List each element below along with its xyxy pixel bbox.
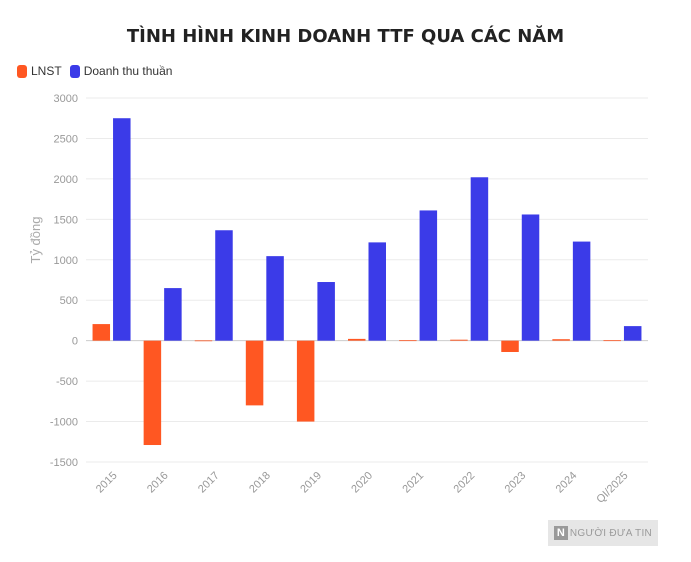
bar-revenue [419,210,438,341]
bar-revenue [470,177,489,341]
chart-legend: LNST Doanh thu thuần [17,64,172,78]
x-tick-label: 2019 [298,470,324,496]
bar-revenue [164,288,182,341]
bar-lnst [501,340,519,352]
x-tick-label: 2017 [196,470,222,496]
bar-lnst [450,339,468,341]
x-tick-label: QI/2025 [594,470,630,506]
x-tick-label: 2016 [145,470,171,496]
bar-lnst [348,338,366,341]
bar-lnst [143,340,162,446]
bar-lnst [552,339,570,341]
y-tick-label: 500 [60,295,78,307]
y-tick-label: 1000 [54,255,78,267]
bar-revenue [113,118,131,341]
bar-revenue [266,256,284,341]
bar-lnst [245,340,264,406]
x-tick-label: 2020 [349,470,375,496]
bar-lnst [399,340,417,342]
bar-revenue [368,242,386,341]
x-tick-label: 2015 [94,470,120,496]
x-tick-label: 2024 [554,470,580,496]
bar-revenue [215,230,233,341]
y-tick-label: 3000 [54,93,78,105]
legend-swatch-revenue [69,64,80,78]
watermark: N NGƯỜI ĐƯA TIN [548,520,658,546]
x-tick-label: 2018 [247,470,273,496]
x-tick-label: 2021 [400,470,426,496]
watermark-text: NGƯỜI ĐƯA TIN [569,527,653,539]
bar-lnst [92,324,111,341]
x-tick-label: 2022 [452,470,478,496]
bar-lnst [296,340,315,422]
bar-lnst [194,340,213,342]
y-tick-label: 1500 [54,214,78,226]
legend-label-lnst: LNST [31,64,62,78]
legend-item-lnst[interactable]: LNST [17,64,62,78]
y-tick-label: 2000 [54,174,78,186]
y-tick-label: -500 [56,376,78,388]
chart-title: TÌNH HÌNH KINH DOANH TTF QUA CÁC NĂM [126,26,565,47]
y-tick-label: 0 [72,336,78,348]
x-tick-label: 2023 [503,470,529,496]
y-tick-label: 2500 [54,133,78,145]
bar-revenue [572,241,591,341]
bar-revenue [521,214,540,341]
bar-revenue [623,326,642,341]
y-tick-label: -1000 [50,417,78,429]
bar-lnst [603,340,621,342]
y-axis-title: Tỷ đồng [28,217,43,264]
y-tick-label: -1500 [50,457,78,469]
watermark-logo-icon: N [553,526,568,540]
bar-revenue [317,282,335,341]
legend-label-revenue: Doanh thu thuần [83,64,173,78]
legend-item-revenue[interactable]: Doanh thu thuần [69,64,173,78]
legend-swatch-lnst [17,64,27,78]
